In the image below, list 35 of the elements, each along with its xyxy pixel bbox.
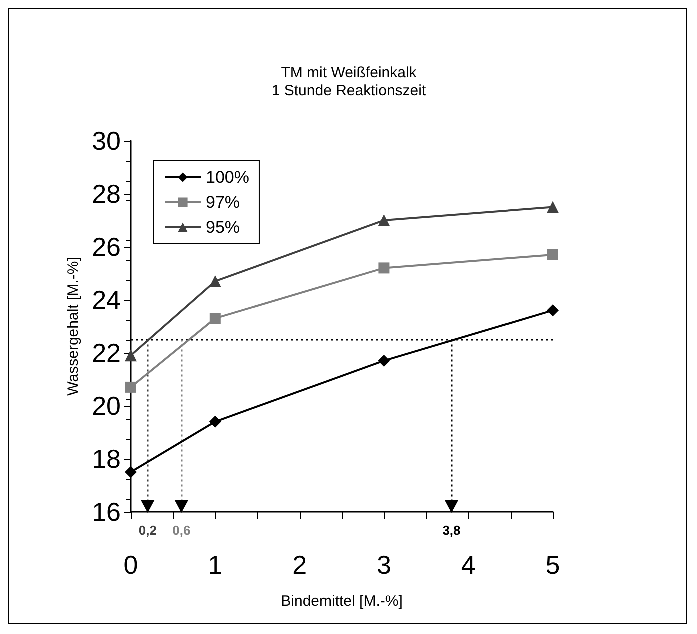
point xyxy=(378,214,390,226)
x-axis-title: Bindemittel [M.-%] xyxy=(281,593,403,610)
y-tick-label: 28 xyxy=(92,179,121,209)
x-tick-label: 5 xyxy=(546,550,560,580)
point xyxy=(378,354,390,367)
y-tick-label: 18 xyxy=(92,444,121,474)
legend-label: 100% xyxy=(206,168,250,187)
point xyxy=(125,350,137,362)
y-tick-label: 30 xyxy=(92,126,121,156)
ref-line-label: 0,2 xyxy=(138,523,157,538)
y-tick-label: 24 xyxy=(92,285,121,315)
y-tick-label: 22 xyxy=(92,338,121,368)
x-tick-label: 2 xyxy=(292,550,308,580)
point xyxy=(209,275,222,288)
ref-line-label: 0,6 xyxy=(172,523,191,538)
x-tick-label: 4 xyxy=(461,550,476,580)
y-tick-label: 26 xyxy=(92,232,121,262)
ref-line-label: 3,8 xyxy=(442,523,461,538)
legend-label: 95% xyxy=(206,218,240,237)
point xyxy=(126,382,136,393)
point xyxy=(210,313,221,324)
y-tick-label: 16 xyxy=(92,497,121,527)
x-tick-label: 0 xyxy=(124,550,138,580)
y-axis-title: Wassergehalt [M.-%] xyxy=(65,257,82,396)
chart-title: TM mit Weißfeinkalk 1 Stunde Reaktionszeit xyxy=(272,64,427,100)
point xyxy=(378,262,390,274)
y-tick-label: 20 xyxy=(92,391,121,421)
x-tick-label: 1 xyxy=(208,550,223,580)
point xyxy=(547,201,559,214)
point xyxy=(547,304,559,317)
legend-label: 97% xyxy=(206,193,240,212)
point xyxy=(125,466,137,478)
point xyxy=(548,249,558,260)
x-tick-label: 3 xyxy=(376,550,392,580)
point xyxy=(209,416,222,428)
